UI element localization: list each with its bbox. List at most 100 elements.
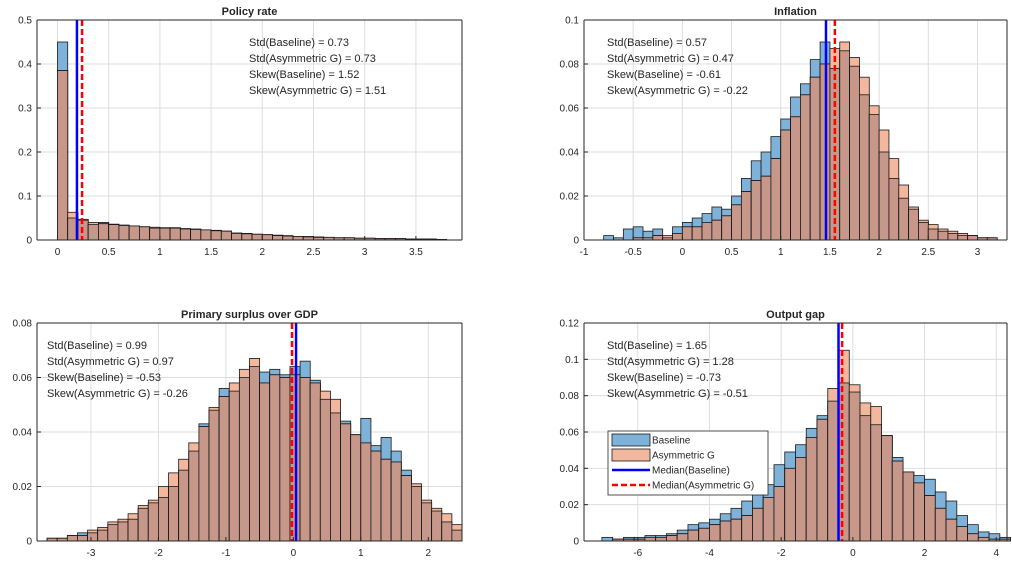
legend-label: Asymmetric G [652, 451, 715, 462]
stat-line: Skew(Baseline) = -0.73 [607, 372, 721, 384]
x-tick-label: 3 [362, 247, 368, 258]
bar-overlap [188, 450, 200, 542]
y-tick-label: 0 [26, 236, 32, 247]
stat-line: Skew(Asymmetric G) = -0.51 [607, 388, 748, 400]
bar-overlap [279, 377, 291, 542]
bar-overlap [87, 224, 99, 241]
bar-overlap [924, 495, 936, 542]
bar-overlap [790, 116, 801, 241]
bar-overlap [137, 507, 149, 542]
bar-overlap [760, 175, 772, 241]
stat-line: Skew(Asymmetric G) = -0.26 [47, 388, 188, 400]
bar-overlap [411, 486, 422, 542]
y-tick-label: 0.08 [560, 391, 580, 402]
legend-label: Median(Asymmetric G) [652, 481, 754, 492]
bar-overlap [967, 533, 979, 542]
bar-overlap [259, 382, 271, 542]
bar-overlap [127, 518, 139, 542]
stat-line: Skew(Baseline) = -0.61 [607, 69, 721, 81]
bar-overlap [441, 521, 453, 542]
bar-overlap [220, 230, 232, 241]
legend-swatch-baseline [611, 433, 651, 447]
bar-overlap [809, 76, 821, 241]
y-tick-label: 0.12 [560, 319, 580, 330]
bar-overlap [800, 94, 811, 241]
panel-4: -6 -4 -2 0 2 4 0 0.02 0.04 0.06 0.08 0.1 0.12 Output … [560, 309, 1011, 559]
bar-overlap [282, 235, 294, 241]
bar-overlap [773, 486, 786, 542]
bar-overlap [711, 219, 723, 241]
bar-overlap [784, 467, 796, 542]
bar-overlap [902, 471, 915, 542]
y-tick-label: 0.1 [565, 16, 579, 27]
bar-overlap [741, 515, 753, 542]
bar-overlap [249, 366, 261, 542]
bar-overlap [655, 536, 667, 542]
y-tick-label: 0.5 [18, 16, 32, 27]
bar-overlap [740, 191, 752, 241]
bar-overlap [881, 435, 893, 542]
bar-overlap [190, 229, 202, 241]
y-tick-label: 0 [573, 537, 579, 548]
bar-overlap [918, 221, 929, 241]
bar-overlap [770, 158, 782, 241]
x-tick-label: 0.5 [725, 247, 739, 258]
x-tick-label: 0 [680, 247, 686, 258]
x-tick-label: -4 [705, 548, 714, 559]
panel-3: -3 -2 -1 0 1 2 0 0.02 0.04 0.06 0.08 Primary surplu… [13, 309, 463, 559]
x-tick-label: 0 [291, 548, 297, 559]
x-tick-label: -3 [87, 548, 96, 559]
bar-overlap [168, 486, 180, 542]
bar-overlap [198, 426, 210, 542]
y-tick-label: 0.06 [13, 373, 33, 384]
bar-overlap [319, 398, 331, 542]
bar-overlap [261, 234, 273, 241]
bar-overlap [158, 496, 169, 542]
bar-overlap [977, 536, 990, 542]
y-tick-label: 0.3 [18, 104, 32, 115]
bar-overlap [687, 529, 700, 542]
bar-overlap [730, 518, 743, 542]
legend-label: Baseline [652, 436, 691, 447]
bar-overlap [848, 391, 861, 542]
x-tick-label: 2 [260, 247, 266, 258]
x-tick-label: 2.5 [307, 247, 321, 258]
x-tick-label: 0 [55, 247, 61, 258]
x-tick-label: -2 [154, 548, 163, 559]
bar-overlap [208, 409, 220, 542]
bar-overlap [934, 507, 947, 542]
stat-line: Skew(Asymmetric G) = -0.22 [607, 85, 748, 97]
stat-line: Std(Asymmetric G) = 0.97 [47, 356, 174, 368]
y-tick-label: 0.2 [18, 148, 32, 159]
stat-line: Std(Asymmetric G) = 0.73 [249, 53, 376, 65]
panel-title: Primary surplus over GDP [181, 309, 318, 321]
y-tick-label: 0 [573, 236, 579, 247]
x-tick-label: -1 [580, 247, 589, 258]
bar-overlap [210, 230, 222, 241]
y-tick-label: 0.08 [560, 60, 580, 71]
bar-overlap [947, 232, 959, 241]
bar-overlap [868, 114, 880, 241]
bar-overlap [108, 224, 120, 241]
panel-title: Inflation [774, 6, 817, 18]
x-tick-label: 2 [876, 247, 882, 258]
bar-overlap [752, 507, 764, 542]
bar-overlap [400, 475, 412, 542]
bar-overlap [859, 94, 870, 241]
y-tick-label: 0.02 [560, 500, 580, 511]
bar-overlap [350, 434, 362, 542]
stat-line: Skew(Baseline) = 1.52 [249, 69, 359, 81]
bar-overlap [66, 535, 78, 542]
y-tick-label: 0.06 [560, 428, 580, 439]
bar-overlap [731, 204, 742, 241]
bar-overlap [107, 524, 119, 542]
bar-overlap [701, 221, 713, 241]
bar-overlap [719, 520, 732, 542]
bar-overlap [57, 70, 69, 241]
bar-overlap [827, 400, 839, 542]
bar-overlap [721, 215, 732, 241]
bar-baseline [622, 228, 634, 241]
bar-overlap [431, 510, 443, 542]
bar-overlap [838, 382, 850, 542]
